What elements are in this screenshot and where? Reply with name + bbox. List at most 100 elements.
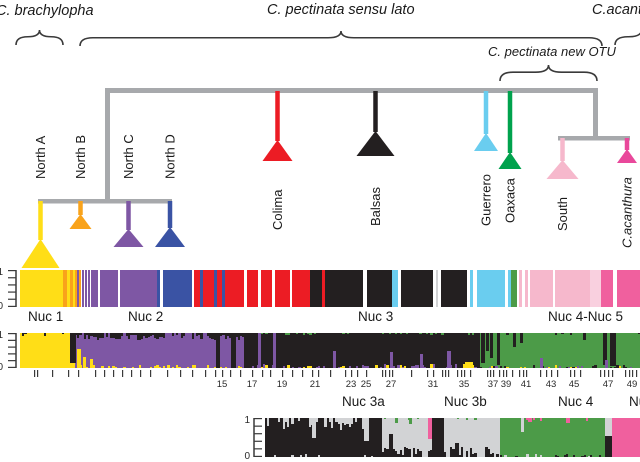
noise-bottom: [428, 450, 431, 457]
y-axis-line-2: [253, 418, 255, 457]
noise-top: [434, 333, 437, 334]
noise-top: [220, 333, 223, 336]
noise-bottom: [559, 365, 562, 368]
noise-top: [417, 418, 420, 420]
feature-column-hotpink: [566, 418, 570, 423]
y-axis-tick: [8, 284, 16, 286]
segment-blue: [200, 270, 203, 307]
noise-bottom: [92, 365, 95, 368]
feature-column-black: [231, 333, 236, 368]
noise-top: [282, 418, 285, 429]
sample-tick: [95, 370, 97, 377]
noise-bottom: [629, 366, 632, 368]
noise-bottom: [609, 367, 612, 368]
noise-top: [441, 333, 444, 335]
admixture-row-nuc3-5: [265, 418, 640, 457]
noise-top: [298, 418, 301, 422]
clade-triangle-south: [546, 160, 579, 179]
noise-bottom: [317, 455, 320, 457]
sample-tick: [312, 370, 314, 377]
sample-tick: [493, 370, 495, 377]
noise-top: [158, 333, 161, 338]
sample-tick: [427, 370, 429, 377]
segment-orange: [70, 270, 73, 307]
noise-bottom: [574, 366, 577, 368]
noise-bottom: [163, 365, 166, 368]
base-segment-black: [250, 333, 480, 368]
clade-triangle-north-d: [155, 227, 185, 247]
noise-bottom: [240, 367, 243, 368]
sample-tick-label-27: 27: [386, 379, 397, 390]
noise-top: [315, 418, 318, 423]
sample-tick: [442, 370, 444, 377]
clade-stem-south: [560, 138, 565, 161]
y-axis-line-1: [15, 333, 17, 368]
noise-top: [328, 418, 331, 423]
feature-column-lightgray: [605, 418, 612, 436]
feature-column-purple: [258, 333, 261, 368]
noise-top: [147, 333, 150, 338]
noise-bottom: [417, 448, 420, 457]
sample-tick: [487, 370, 489, 377]
feature-column-black: [520, 333, 523, 343]
sample-tick: [470, 370, 472, 377]
noise-top: [44, 333, 47, 337]
segment-blue: [163, 270, 192, 307]
sample-tick: [34, 370, 36, 377]
noise-bottom: [382, 451, 385, 457]
segment-white: [87, 270, 88, 307]
noise-bottom: [576, 365, 579, 368]
sample-tick: [540, 370, 542, 377]
feature-column-yellow: [77, 348, 81, 368]
sample-tick: [499, 370, 501, 377]
feature-column-black: [70, 333, 76, 363]
noise-top: [222, 333, 225, 336]
noise-bottom: [393, 365, 396, 368]
admixture-row-nuc1-5: [20, 270, 640, 307]
noise-top: [309, 333, 312, 335]
noise-bottom: [470, 448, 473, 457]
noise-bottom: [256, 365, 259, 368]
noise-bottom: [554, 365, 557, 368]
noise-bottom: [283, 365, 286, 368]
sample-tick: [230, 370, 232, 377]
noise-top: [265, 333, 268, 335]
sample-tick-label-39: 39: [501, 379, 512, 390]
noise-top: [226, 333, 229, 336]
clade-triangle-north-c: [113, 229, 144, 247]
noise-bottom: [114, 367, 117, 368]
y-axis-tick: [8, 298, 16, 300]
noise-bottom: [463, 364, 466, 368]
cluster-label-nuc-2: Nuc 2: [128, 309, 164, 324]
segment-white: [290, 270, 292, 307]
noise-bottom: [563, 454, 566, 457]
noise-bottom: [515, 455, 518, 457]
noise-bottom: [287, 365, 290, 368]
sample-tick: [351, 370, 353, 377]
noise-bottom: [207, 364, 210, 368]
noise-bottom: [594, 365, 597, 368]
noise-bottom: [495, 366, 498, 368]
segment-green: [511, 270, 517, 307]
noise-top: [355, 418, 358, 423]
segment-purple: [100, 270, 118, 307]
clade-label-south: South: [555, 197, 570, 231]
brace-new-otu: [499, 64, 598, 82]
segment-purple: [88, 270, 90, 307]
noise-bottom: [546, 366, 549, 368]
brace-acanthura: [614, 32, 640, 46]
clade-label-north-a: North A: [33, 135, 48, 179]
noise-top: [224, 333, 227, 339]
noise-top: [339, 418, 342, 431]
noise-bottom: [300, 454, 303, 457]
noise-top: [200, 333, 203, 340]
noise-bottom: [459, 454, 462, 457]
sample-tick-label-21: 21: [310, 379, 321, 390]
segment-purple: [84, 270, 87, 307]
noise-bottom: [167, 364, 170, 368]
sample-tick-label-47: 47: [603, 379, 614, 390]
segment-orange: [63, 270, 67, 307]
noise-top: [240, 333, 243, 337]
noise-bottom: [386, 364, 389, 368]
sample-tick: [192, 370, 194, 377]
